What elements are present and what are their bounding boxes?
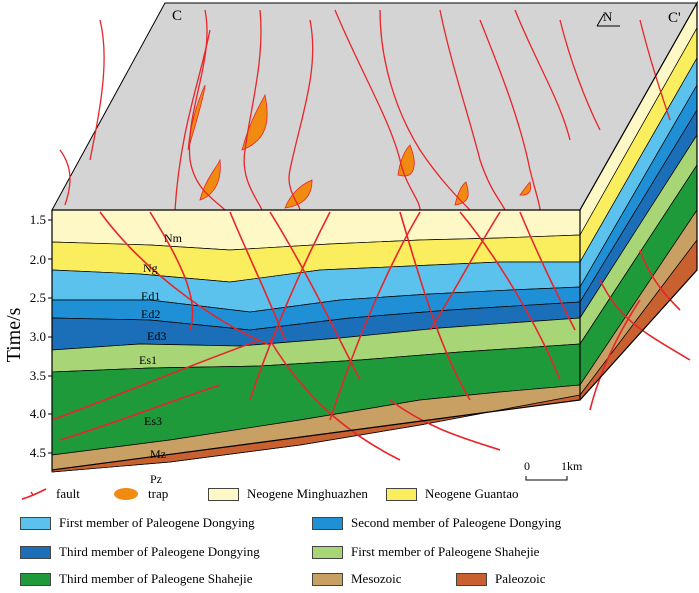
side-face-layers <box>579 1 698 401</box>
label-es3: Es3 <box>144 414 162 428</box>
fault-line <box>51 339 261 421</box>
fault-line <box>429 211 501 331</box>
fault-line <box>329 211 421 421</box>
top-fault-line <box>89 19 105 161</box>
label-ed1: Ed1 <box>141 289 160 303</box>
top-fault-line <box>559 19 601 131</box>
north-label: N <box>603 9 613 24</box>
axis-tick-3: 2.5 <box>30 290 46 305</box>
fault-line <box>269 211 361 381</box>
trap-shape <box>284 179 313 209</box>
axis-tick-4: 3.0 <box>30 329 46 344</box>
fault-line <box>269 339 401 461</box>
layer-labels: Nm Ng Ed1 Ed2 Ed3 Es1 Es3 Mz Pz <box>139 231 183 486</box>
top-fault-line <box>334 9 421 211</box>
label-pz: Pz <box>150 472 162 486</box>
trap-shape <box>519 181 532 196</box>
trap-shape <box>241 93 268 151</box>
fault-line <box>639 249 681 311</box>
top-fault-line <box>379 9 471 211</box>
fault-line <box>59 384 221 441</box>
label-mz: Mz <box>150 447 166 461</box>
fault-line <box>389 399 501 451</box>
top-faults <box>59 9 671 211</box>
top-fault-line <box>174 29 211 211</box>
fault-line <box>519 211 576 331</box>
front-faults <box>51 211 691 461</box>
fault-line <box>399 211 471 401</box>
corner-label-c-prime: C' <box>668 10 681 26</box>
label-nm: Nm <box>164 231 183 245</box>
label-ed3: Ed3 <box>147 329 166 343</box>
fault-line <box>599 279 691 361</box>
label-es1: Es1 <box>139 353 157 367</box>
fault-line <box>99 211 271 346</box>
fault-line <box>249 211 331 401</box>
top-fault-line <box>59 149 71 206</box>
axis-tick-7: 4.5 <box>30 445 46 460</box>
scale-start: 0 <box>524 459 530 473</box>
top-fault-line <box>288 19 314 211</box>
fault-line <box>589 299 641 411</box>
top-fault-line <box>439 9 506 211</box>
north-arrow-icon: N <box>596 9 620 27</box>
label-ed2: Ed2 <box>141 307 160 321</box>
top-fault-line <box>243 9 263 211</box>
scale-bar: 0 1km <box>524 459 583 481</box>
trap-shape <box>454 181 469 206</box>
top-fault-line <box>479 19 541 211</box>
time-axis: Time/s 1.5 2.0 2.5 3.0 3.5 4.0 4.5 <box>3 212 52 460</box>
fault-line <box>459 211 561 381</box>
axis-tick-5: 3.5 <box>30 368 46 383</box>
corner-label-c: C <box>172 8 182 24</box>
label-ng: Ng <box>143 261 158 275</box>
axis-tick-1: 1.5 <box>30 212 46 227</box>
scale-end: 1km <box>561 459 583 473</box>
axis-tick-6: 4.0 <box>30 406 46 421</box>
trap-shape <box>199 158 221 201</box>
top-fault-line <box>639 19 671 121</box>
side-outline <box>579 0 698 401</box>
axis-title: Time/s <box>3 307 25 362</box>
fault-line <box>229 211 286 341</box>
axis-tick-2: 2.0 <box>30 252 46 267</box>
top-fault-line <box>514 9 571 141</box>
fault-line <box>149 211 194 331</box>
